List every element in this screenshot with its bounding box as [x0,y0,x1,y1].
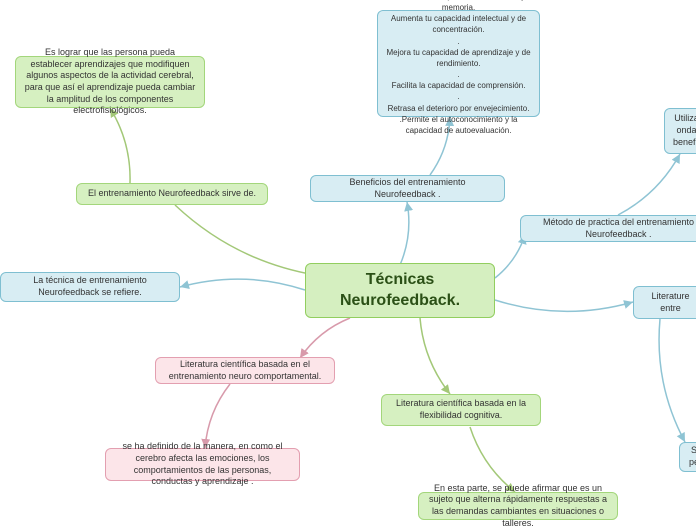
lit-neuro-node[interactable]: Literatura científica basada en el entre… [155,357,335,384]
lit-cognitiva-node[interactable]: Literatura científica basada en la flexi… [381,394,541,426]
benefits-list: . Aumenta tu capacidad de atención y mem… [386,0,531,136]
el-entrenamiento-label: El entrenamiento Neurofeedback sirve de. [85,188,259,200]
utiliza-label: Utiliza onda benefici [673,113,696,148]
en-esta-parte-node[interactable]: En esta parte, se puede afirmar que es u… [418,492,618,520]
utiliza-node[interactable]: Utiliza onda benefici [664,108,696,154]
lit-cognitiva-label: Literatura científica basada en la flexi… [390,398,532,421]
s-pe-node[interactable]: S pe [679,442,696,472]
literatura-right-label: Literature entre [642,291,696,314]
top-left-label: Es lograr que las persona pueda establec… [24,47,196,117]
tecnica-label: La técnica de entrenamiento Neurofeedbac… [9,275,171,298]
beneficios-node[interactable]: Beneficios del entrenamiento Neurofeedba… [310,175,505,202]
en-esta-parte-label: En esta parte, se puede afirmar que es u… [427,483,609,529]
benefits-box-node[interactable]: . Aumenta tu capacidad de atención y mem… [377,10,540,117]
top-left-node[interactable]: Es lograr que las persona pueda establec… [15,56,205,108]
metodo-node[interactable]: Método de practica del entrenamiento Neu… [520,215,696,242]
central-node[interactable]: Técnicas Neurofeedback. [305,263,495,318]
literatura-right-node[interactable]: Literature entre [633,286,696,319]
central-node-label: Técnicas Neurofeedback. [314,270,486,312]
tecnica-node[interactable]: La técnica de entrenamiento Neurofeedbac… [0,272,180,302]
lit-neuro-label: Literatura científica basada en el entre… [164,359,326,382]
s-pe-label: S pe [688,445,696,468]
se-ha-definido-node[interactable]: se ha definido de la manera, en como el … [105,448,300,481]
beneficios-label: Beneficios del entrenamiento Neurofeedba… [319,177,496,200]
metodo-label: Método de practica del entrenamiento Neu… [529,217,696,240]
se-ha-definido-label: se ha definido de la manera, en como el … [114,441,291,488]
el-entrenamiento-node[interactable]: El entrenamiento Neurofeedback sirve de. [76,183,268,205]
